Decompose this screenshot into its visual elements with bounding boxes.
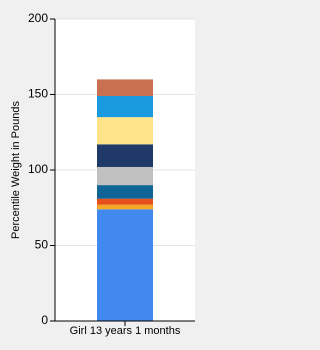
bar-segment xyxy=(97,209,153,321)
x-tick-label: Girl 13 years 1 months xyxy=(70,325,181,337)
bar-segment xyxy=(97,117,153,145)
bar-segment xyxy=(97,96,153,118)
bar-segment xyxy=(97,198,153,205)
bar-segment xyxy=(97,204,153,210)
bar-segment xyxy=(97,166,153,186)
bar-segment xyxy=(97,79,153,97)
chart: Percentile Weight in Pounds 0 50 100 150 200… xyxy=(9,11,195,337)
bar-segment xyxy=(97,185,153,199)
y-tick-label: 50 xyxy=(35,238,49,252)
y-axis-label: Percentile Weight in Pounds xyxy=(10,101,22,239)
y-tick-label: 200 xyxy=(28,11,48,25)
y-tick-label: 0 xyxy=(41,313,48,327)
y-tick-label: 150 xyxy=(28,87,48,101)
y-tick-label: 100 xyxy=(28,162,48,176)
bar-segment xyxy=(97,144,153,167)
